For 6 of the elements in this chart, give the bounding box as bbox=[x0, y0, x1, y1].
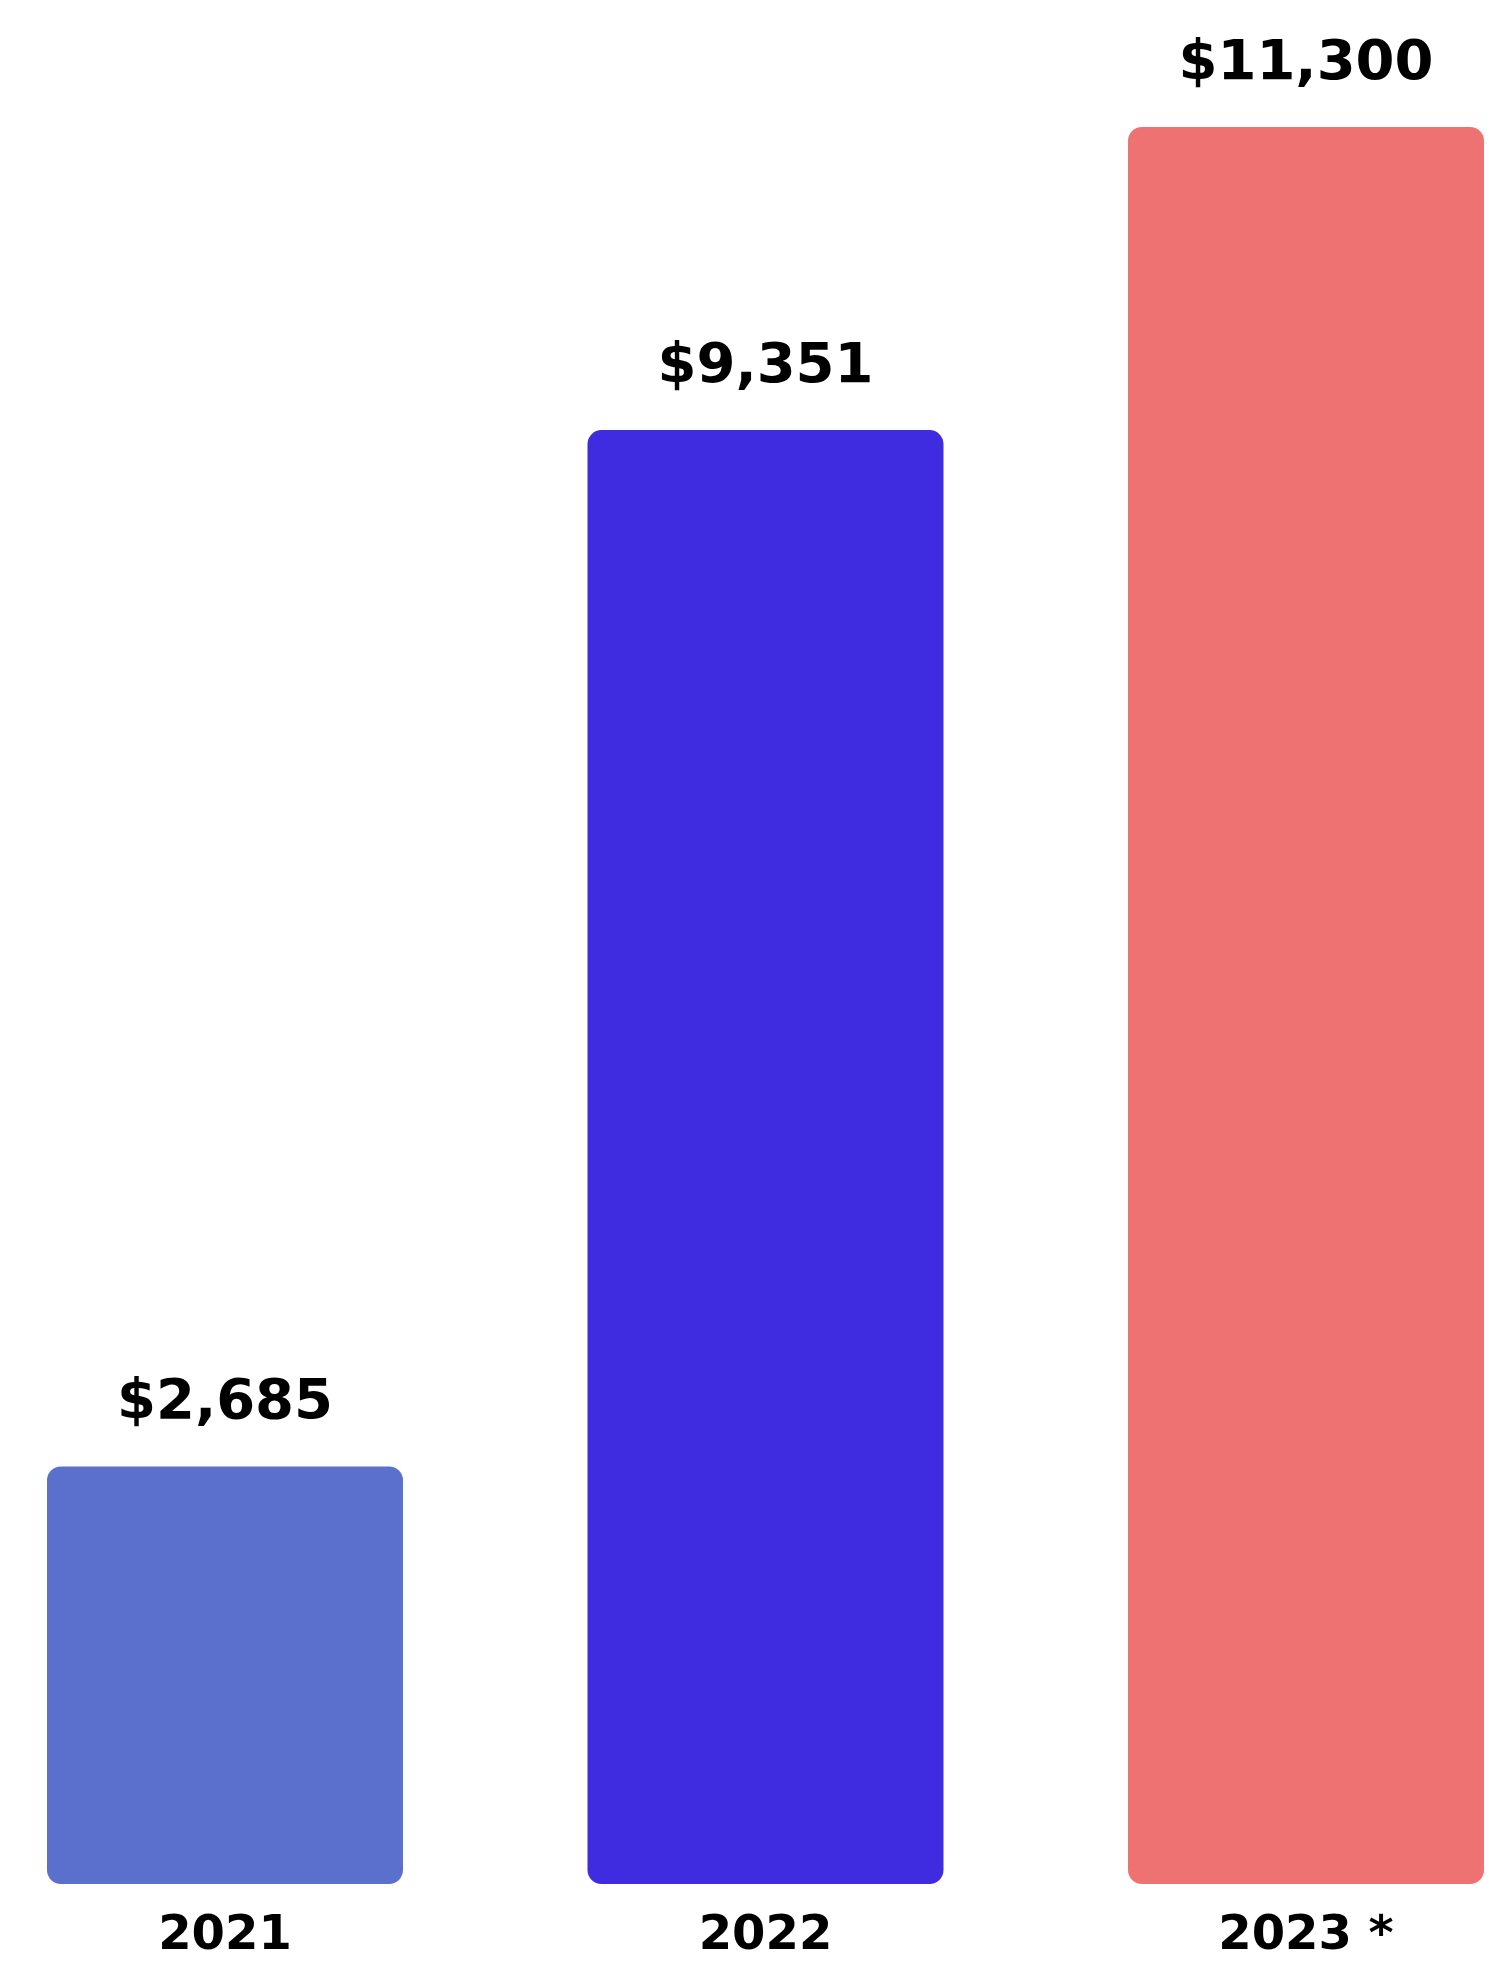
x-tick-label: 2023 * bbox=[1218, 1904, 1394, 1960]
data-label: $9,351 bbox=[657, 329, 874, 395]
data-label: $11,300 bbox=[1178, 26, 1434, 92]
x-tick-label: 2022 bbox=[698, 1904, 833, 1960]
data-label: $2,685 bbox=[116, 1366, 334, 1432]
x-tick-label: 2021 bbox=[158, 1904, 292, 1960]
